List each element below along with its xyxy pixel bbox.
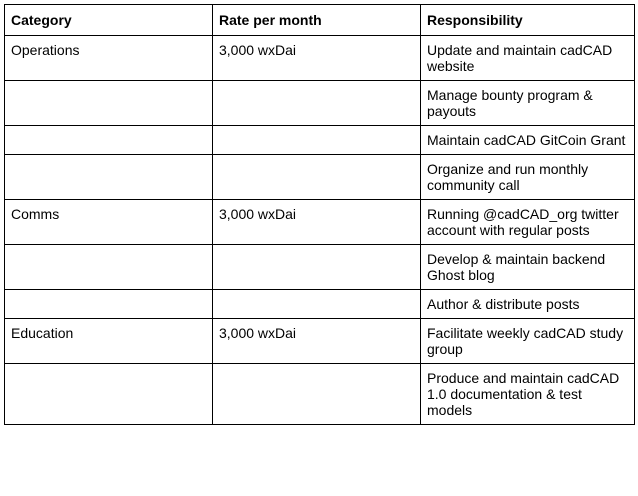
cell-responsibility: Produce and maintain cadCAD 1.0 document…: [420, 363, 635, 425]
cell-rate: [212, 125, 421, 155]
table-row: Education 3,000 wxDai Facilitate weekly …: [4, 318, 635, 364]
cell-responsibility: Update and maintain cadCAD website: [420, 35, 635, 81]
cell-rate: 3,000 wxDai: [212, 318, 421, 364]
table-row: Operations 3,000 wxDai Update and mainta…: [4, 35, 635, 81]
cell-responsibility: Develop & maintain backend Ghost blog: [420, 244, 635, 290]
cell-responsibility: Manage bounty program & payouts: [420, 80, 635, 126]
table-row: Produce and maintain cadCAD 1.0 document…: [4, 363, 635, 425]
responsibilities-table: Category Rate per month Responsibility O…: [4, 4, 635, 425]
header-row: Category Rate per month Responsibility: [4, 4, 635, 36]
cell-responsibility: Organize and run monthly community call: [420, 154, 635, 200]
cell-category: [4, 154, 213, 200]
cell-responsibility: Author & distribute posts: [420, 289, 635, 319]
cell-rate: [212, 363, 421, 425]
header-rate-per-month: Rate per month: [212, 4, 421, 36]
table-row: Organize and run monthly community call: [4, 154, 635, 200]
table-row: Comms 3,000 wxDai Running @cadCAD_org tw…: [4, 199, 635, 245]
cell-rate: [212, 80, 421, 126]
cell-responsibility: Maintain cadCAD GitCoin Grant: [420, 125, 635, 155]
table-row: Manage bounty program & payouts: [4, 80, 635, 126]
cell-rate: [212, 154, 421, 200]
cell-category: [4, 289, 213, 319]
cell-category: [4, 125, 213, 155]
table-row: Author & distribute posts: [4, 289, 635, 319]
cell-rate: 3,000 wxDai: [212, 35, 421, 81]
table-row: Maintain cadCAD GitCoin Grant: [4, 125, 635, 155]
cell-rate: [212, 289, 421, 319]
cell-category: [4, 80, 213, 126]
header-responsibility: Responsibility: [420, 4, 635, 36]
cell-rate: 3,000 wxDai: [212, 199, 421, 245]
cell-responsibility: Facilitate weekly cadCAD study group: [420, 318, 635, 364]
header-category: Category: [4, 4, 213, 36]
cell-rate: [212, 244, 421, 290]
table-row: Develop & maintain backend Ghost blog: [4, 244, 635, 290]
cell-responsibility: Running @cadCAD_org twitter account with…: [420, 199, 635, 245]
cell-category: Education: [4, 318, 213, 364]
cell-category: [4, 244, 213, 290]
cell-category: Operations: [4, 35, 213, 81]
cell-category: Comms: [4, 199, 213, 245]
cell-category: [4, 363, 213, 425]
